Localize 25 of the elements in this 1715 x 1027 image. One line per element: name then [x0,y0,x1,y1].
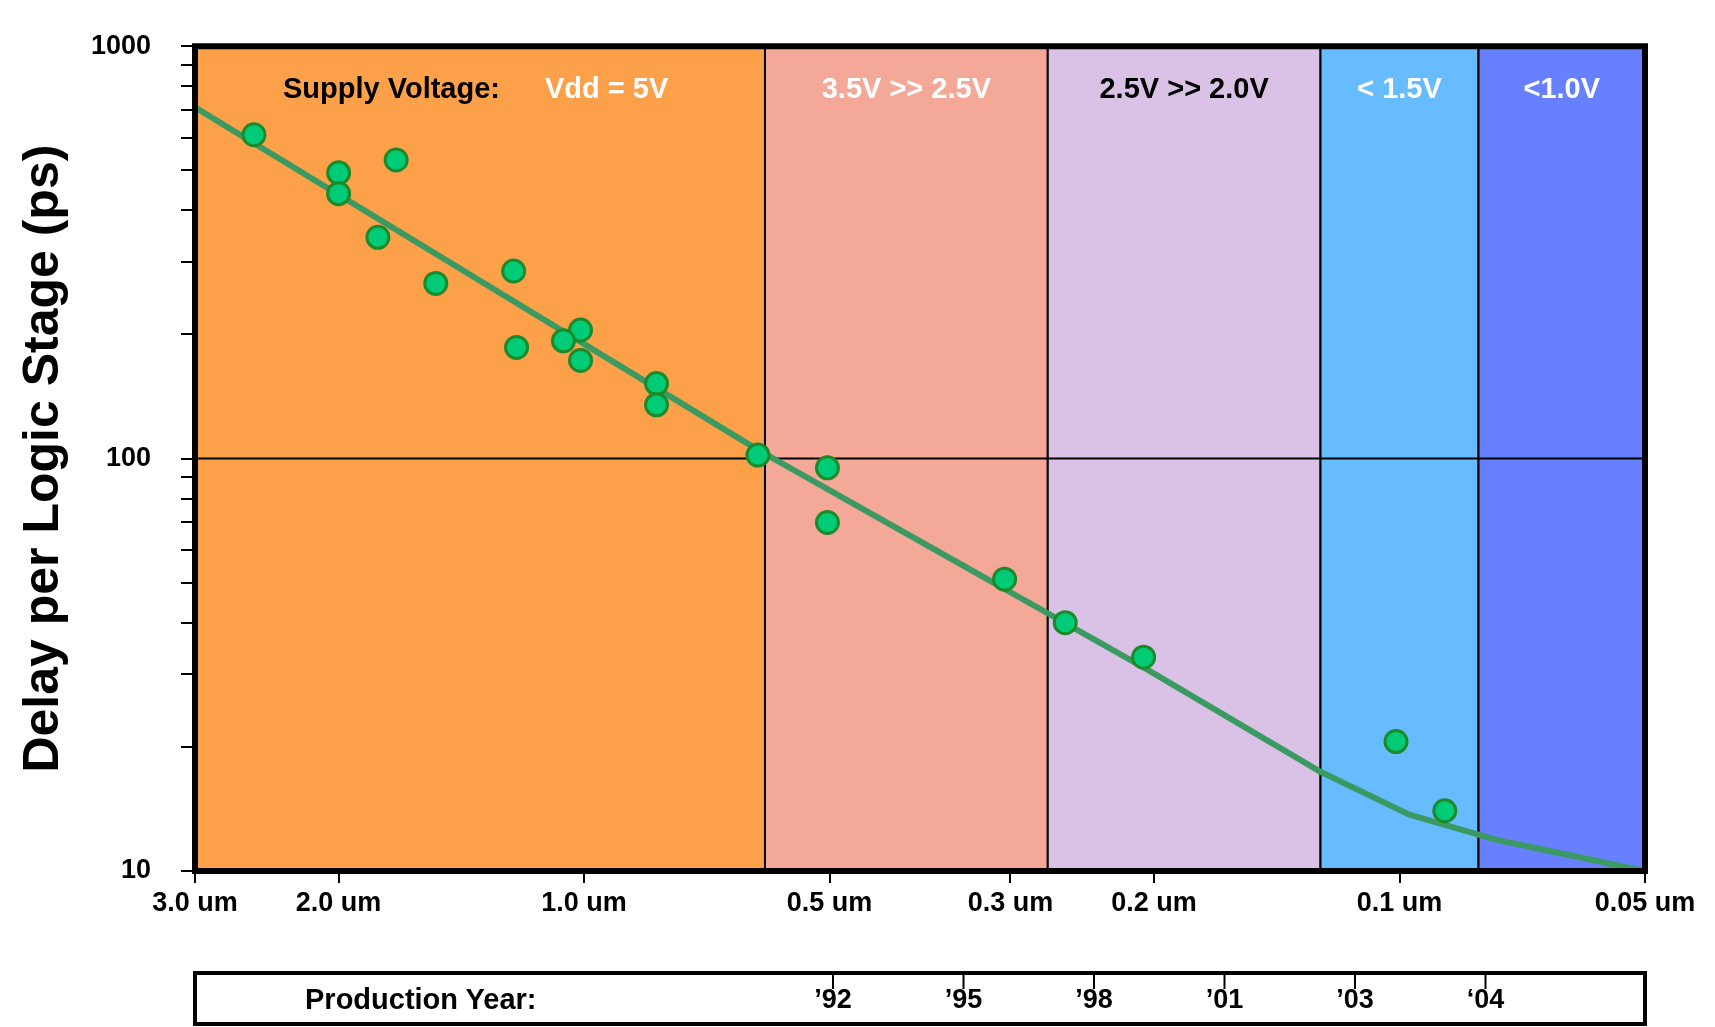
y-axis-title: Delay per Logic Stage (ps) [12,144,69,773]
x-tick-label: 0.05 um [1594,886,1696,917]
y-tick-label: 100 [105,442,151,473]
band-label: 3.5V >> 2.5V [821,72,992,105]
y-tick-label: 10 [120,854,151,885]
band-label: 2.5V >> 2.0V [1099,72,1270,105]
x-tick-label: 0.2 um [1111,886,1197,917]
annotation: Supply Voltage: [283,72,500,105]
x-tick-label: 3.0 um [152,886,238,917]
text: ’95 [944,983,983,1014]
text: ‘04 [1466,983,1505,1014]
band-label: Vdd = 5V [544,72,669,105]
x-tick-label: 0.3 um [967,886,1054,917]
text: ’92 [814,983,852,1014]
text: ’03 [1336,983,1374,1014]
x-tick-label: 0.5 um [786,886,873,917]
band-label: < 1.5V [1357,72,1443,105]
x-tick-label: 1.0 um [541,886,627,917]
text: ’98 [1075,983,1113,1014]
text: ’01 [1205,983,1244,1014]
y-tick-label: 1000 [90,29,151,60]
text: Production Year: [305,982,537,1015]
x-tick-label: 2.0 um [295,886,382,917]
band-label: <1.0V [1523,72,1601,105]
x-tick-label: 0.1 um [1356,886,1443,917]
